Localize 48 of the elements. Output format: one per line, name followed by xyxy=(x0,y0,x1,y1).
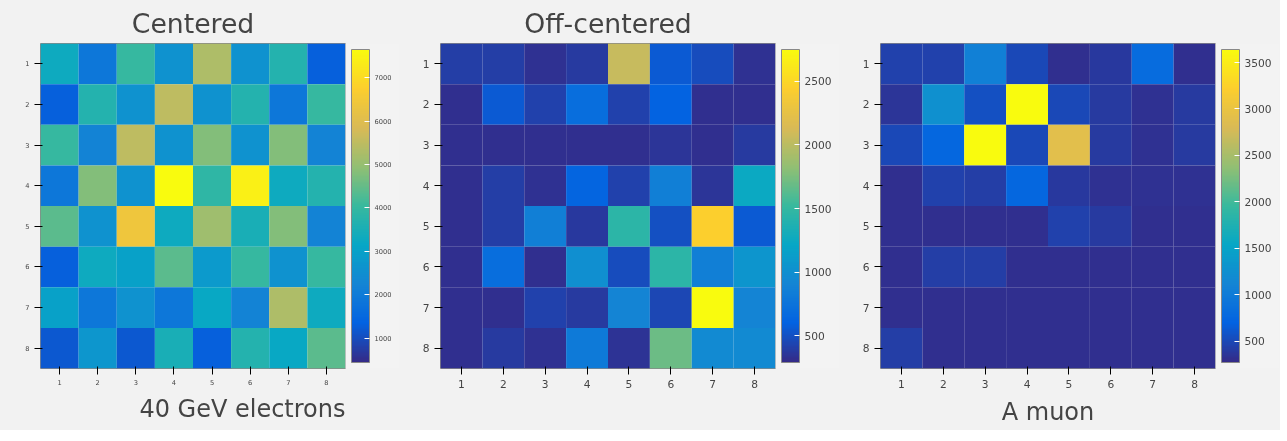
y-tick-label: 3 xyxy=(862,139,870,153)
x-tick-label: 1 xyxy=(458,377,465,391)
color-bar-label: 2000 xyxy=(1244,195,1272,209)
y-tick-label: 3 xyxy=(422,139,430,153)
x-tick-label: 6 xyxy=(667,377,675,391)
y-tick-label: 4 xyxy=(862,179,870,193)
x-tick-label: 8 xyxy=(751,377,759,391)
x-tick-label: 6 xyxy=(1107,377,1115,391)
color-bar-label: 3500 xyxy=(1244,56,1272,70)
chart-title: Off-centered xyxy=(524,7,692,39)
y-tick-label: 2 xyxy=(422,98,430,112)
y-tick-label: 1 xyxy=(862,57,870,71)
x-tick-label: 7 xyxy=(709,377,717,391)
y-tick-label: 7 xyxy=(422,301,430,315)
x-tick-label: 1 xyxy=(898,377,905,391)
y-tick-label: 7 xyxy=(862,301,870,315)
x-tick-label: 5 xyxy=(1065,377,1073,391)
y-tick-label: 5 xyxy=(862,220,870,234)
text: A muon xyxy=(1001,397,1095,426)
color-bar-label: 500 xyxy=(1244,335,1266,349)
x-tick-label: 2 xyxy=(939,377,947,391)
color-bar-label: 1500 xyxy=(804,202,832,216)
y-tick-label: 2 xyxy=(862,98,870,112)
y-tick-label: 1 xyxy=(422,57,430,71)
y-tick-label: 4 xyxy=(422,179,430,193)
x-tick-label: 3 xyxy=(981,377,989,391)
y-tick-label: 6 xyxy=(422,260,430,274)
y-tick-label: 8 xyxy=(862,342,870,356)
x-tick-label: 3 xyxy=(541,377,549,391)
x-tick-label: 8 xyxy=(1191,377,1199,391)
color-bar-label: 2500 xyxy=(1244,149,1272,163)
x-tick-label: 5 xyxy=(625,377,633,391)
y-tick-label: 5 xyxy=(422,220,430,234)
x-tick-label: 2 xyxy=(499,377,507,391)
x-tick-label: 7 xyxy=(1149,377,1157,391)
color-bar-label: 2000 xyxy=(804,138,832,152)
color-bar-label: 1000 xyxy=(804,266,832,280)
color-bar-label: 500 xyxy=(804,329,826,343)
y-tick-label: 6 xyxy=(862,260,870,274)
x-tick-label: 4 xyxy=(583,377,591,391)
chart-title: Centered xyxy=(131,7,255,39)
color-bar-label: 2500 xyxy=(804,75,832,89)
x-tick-label: 4 xyxy=(1023,377,1031,391)
color-bar-label: 1500 xyxy=(1244,242,1272,256)
text: 40 GeV electrons xyxy=(139,394,346,423)
color-bar-label: 1000 xyxy=(1244,288,1272,302)
y-tick-label: 8 xyxy=(422,342,430,356)
color-bar-label: 3000 xyxy=(1244,102,1272,116)
